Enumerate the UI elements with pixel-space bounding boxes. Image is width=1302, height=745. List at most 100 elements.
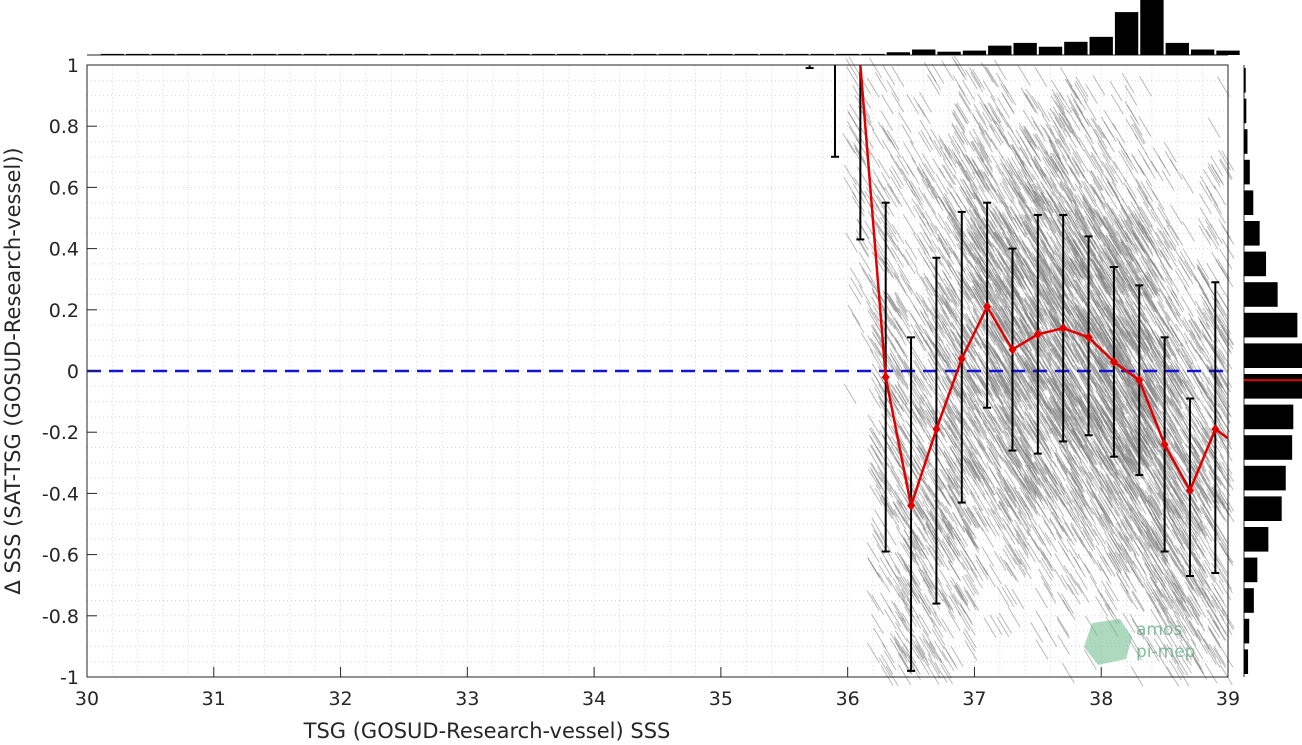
scatter-point [1167,584,1181,606]
scatter-point [889,348,903,369]
scatter-point [1051,258,1065,280]
scatter-point [1146,431,1160,453]
scatter-point [1040,195,1053,216]
scatter-point [998,338,1012,360]
scatter-point [1101,581,1115,602]
scatter-point [987,427,1001,449]
scatter-point [1043,582,1057,604]
scatter-point [1097,355,1111,377]
scatter-point [980,169,994,190]
scatter-point [1049,251,1063,273]
scatter-point [960,550,973,571]
scatter-point [948,468,962,490]
scatter-point [994,289,1008,310]
scatter-point [1105,444,1118,466]
scatter-point [956,232,970,253]
scatter-point [952,216,966,237]
scatter-point [1001,94,1015,115]
scatter-point [1118,150,1132,172]
scatter-point [866,77,880,99]
scatter-point [1049,107,1063,129]
scatter-point [1083,308,1097,330]
scatter-point [954,383,967,404]
scatter-point [1107,226,1121,247]
scatter-point [1150,160,1164,182]
scatter-point [957,84,971,106]
scatter-point [944,287,958,308]
scatter-point [969,225,983,246]
scatter-point [922,578,936,600]
scatter-point [872,197,886,219]
scatter-point [856,219,870,240]
scatter-point [1091,394,1105,416]
scatter-point [861,267,875,289]
scatter-point [1017,281,1031,302]
scatter-point [1016,358,1029,379]
scatter-point [1113,253,1126,275]
scatter-point [1107,543,1121,565]
scatter-point [947,477,961,498]
scatter-point [898,112,912,134]
scatter-point [943,427,956,449]
scatter-point [1004,208,1018,230]
scatter-point [1061,170,1075,192]
scatter-point [952,111,966,132]
scatter-point [1129,261,1143,282]
scatter-point [1099,555,1113,576]
scatter-point [976,512,989,533]
scatter-point [935,284,949,305]
scatter-point [902,543,916,564]
scatter-point [1060,574,1074,595]
scatter-point [885,665,899,687]
scatter-point [963,336,977,357]
scatter-point [1107,247,1121,269]
scatter-point [1119,231,1133,252]
scatter-point [1098,450,1112,471]
scatter-point [968,382,982,403]
scatter-point [1123,389,1137,411]
scatter-point [1142,313,1155,334]
scatter-point [993,59,1007,81]
scatter-point [1050,95,1064,116]
scatter-point [964,291,978,312]
scatter-point [921,161,935,182]
scatter-point [1103,215,1117,236]
scatter-point [882,127,896,149]
scatter-point [997,435,1011,456]
scatter-point [912,232,926,254]
scatter-point [922,477,936,498]
scatter-point [897,384,911,405]
scatter-point [889,484,903,506]
scatter-point [1000,323,1014,345]
scatter-point [1150,209,1163,230]
scatter-point [1025,453,1038,474]
scatter-point [1011,182,1025,203]
scatter-point [998,275,1012,296]
scatter-point [963,589,977,611]
scatter-point [1159,376,1173,398]
scatter-point [1069,572,1083,594]
scatter-point [1134,381,1148,403]
scatter-point [1071,258,1085,279]
scatter-point [997,375,1011,396]
scatter-point [950,594,964,616]
scatter-point [901,645,915,667]
scatter-point [1124,85,1138,106]
scatter-point [999,556,1013,577]
scatter-point [1087,207,1101,229]
scatter-point [886,561,900,583]
scatter-point [1145,303,1158,324]
scatter-point [1147,267,1161,288]
scatter-point [1114,343,1128,365]
scatter-point [1146,226,1160,248]
scatter-point [914,552,928,574]
scatter-point [966,385,980,406]
scatter-point [1134,133,1148,155]
scatter-point [963,518,977,539]
scatter-point [1070,320,1083,342]
scatter-point [1097,498,1111,520]
scatter-point [968,318,981,340]
scatter-point [1137,185,1151,206]
scatter-point [1116,292,1130,314]
scatter-point [919,119,933,141]
